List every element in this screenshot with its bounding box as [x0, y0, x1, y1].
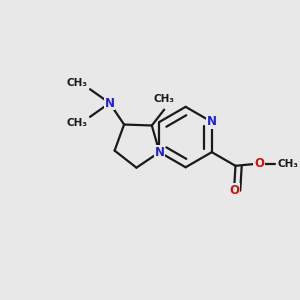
- Text: N: N: [207, 116, 217, 128]
- Text: N: N: [105, 97, 115, 110]
- Text: CH₃: CH₃: [154, 94, 175, 104]
- Text: N: N: [154, 146, 164, 159]
- Text: N: N: [154, 146, 164, 159]
- Text: O: O: [254, 157, 264, 170]
- Text: CH₃: CH₃: [66, 78, 87, 88]
- Text: O: O: [229, 184, 239, 197]
- Text: CH₃: CH₃: [66, 118, 87, 128]
- Text: CH₃: CH₃: [278, 158, 299, 169]
